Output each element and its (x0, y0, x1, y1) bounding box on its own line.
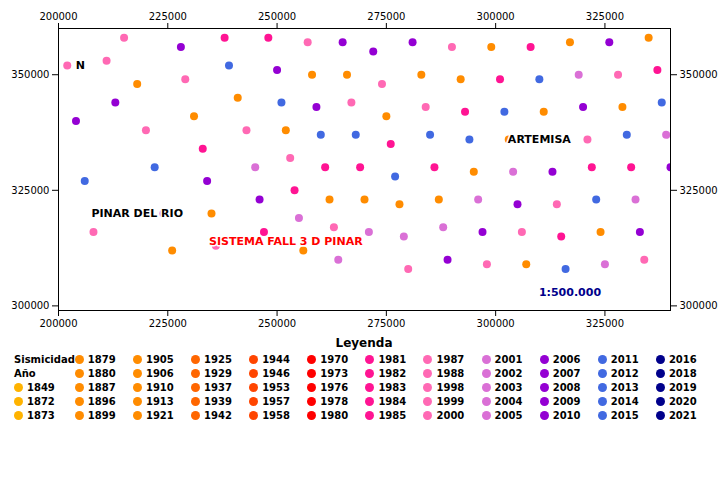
html-text:2009: 2009 (552, 396, 581, 407)
html-text:1937: 1937 (204, 382, 232, 393)
html-text:2016: 2016 (668, 354, 697, 365)
html-text:2001: 2001 (494, 354, 523, 365)
html-text:Leyenda: Leyenda (335, 336, 393, 350)
html-text:2014: 2014 (610, 396, 639, 407)
html-text:1906: 1906 (146, 368, 174, 379)
html-text:1880: 1880 (87, 368, 116, 379)
html-text:1899: 1899 (87, 410, 116, 421)
svg-text:325000: 325000 (11, 185, 49, 196)
html-text:1929: 1929 (204, 368, 232, 379)
svg-text:250000: 250000 (258, 318, 296, 329)
html-text:1942: 1942 (204, 410, 232, 421)
html-text:1939: 1939 (204, 396, 232, 407)
html-text:Sismicidad: Sismicidad (14, 354, 75, 365)
svg-text:300000: 300000 (680, 300, 718, 311)
html-text:1970: 1970 (320, 354, 349, 365)
html-text:2002: 2002 (494, 368, 523, 379)
html-text:1946: 1946 (262, 368, 290, 379)
html-text:1957: 1957 (262, 396, 290, 407)
html-text:1958: 1958 (262, 410, 290, 421)
html-text:1999: 1999 (436, 396, 465, 407)
html-text:1910: 1910 (146, 382, 174, 393)
html-text:1985: 1985 (378, 410, 407, 421)
svg-text:300000: 300000 (477, 318, 515, 329)
svg-text:300000: 300000 (11, 300, 49, 311)
html-text:1987: 1987 (436, 354, 465, 365)
html-text:1849: 1849 (27, 382, 55, 393)
svg-text:225000: 225000 (149, 318, 187, 329)
html-text:2000: 2000 (436, 410, 465, 421)
html-text:1944: 1944 (262, 354, 290, 365)
html-text:2005: 2005 (494, 410, 523, 421)
html-text:2004: 2004 (494, 396, 523, 407)
svg-text:325000: 325000 (680, 185, 718, 196)
svg-text:325000: 325000 (586, 11, 624, 22)
svg-text:225000: 225000 (149, 11, 187, 22)
html-text:2012: 2012 (610, 368, 639, 379)
html-text:1925: 1925 (204, 354, 232, 365)
html-text:1983: 1983 (378, 382, 407, 393)
svg-text:ARTEMISA: ARTEMISA (508, 133, 571, 146)
html-text:1921: 1921 (146, 410, 174, 421)
svg-text:N: N (76, 59, 85, 72)
svg-text:1:500.000: 1:500.000 (539, 286, 602, 299)
svg-text:SISTEMA FALL 3 D PINAR: SISTEMA FALL 3 D PINAR (209, 235, 363, 248)
html-text:2007: 2007 (552, 368, 581, 379)
html-text:1973: 1973 (320, 368, 349, 379)
html-text:Año: Año (14, 368, 36, 379)
html-text:2011: 2011 (610, 354, 639, 365)
svg-text:325000: 325000 (586, 318, 624, 329)
html-text:1905: 1905 (146, 354, 174, 365)
svg-text:300000: 300000 (477, 11, 515, 22)
html-text:1887: 1887 (87, 382, 116, 393)
html-text:1953: 1953 (262, 382, 290, 393)
html-text:1982: 1982 (378, 368, 407, 379)
svg-text:200000: 200000 (39, 318, 77, 329)
html-text:1981: 1981 (378, 354, 407, 365)
html-text:1913: 1913 (146, 396, 174, 407)
svg-text:350000: 350000 (680, 69, 718, 80)
svg-text:250000: 250000 (258, 11, 296, 22)
html-text:1896: 1896 (87, 396, 116, 407)
html-text:1998: 1998 (436, 382, 465, 393)
html-text:2019: 2019 (668, 382, 697, 393)
svg-text:PINAR DEL RIO: PINAR DEL RIO (91, 207, 183, 220)
html-text:1988: 1988 (436, 368, 465, 379)
svg-text:275000: 275000 (367, 318, 405, 329)
html-text:1976: 1976 (320, 382, 349, 393)
svg-text:275000: 275000 (367, 11, 405, 22)
html-text:2006: 2006 (552, 354, 581, 365)
html-text:1978: 1978 (320, 396, 349, 407)
svg-text:200000: 200000 (39, 11, 77, 22)
html-text:2015: 2015 (610, 410, 639, 421)
html-text:2003: 2003 (494, 382, 523, 393)
html-text:1872: 1872 (27, 396, 55, 407)
svg-text:350000: 350000 (11, 69, 49, 80)
html-text:2010: 2010 (552, 410, 581, 421)
html-text:1873: 1873 (27, 410, 55, 421)
html-text:2018: 2018 (668, 368, 697, 379)
html-text:2013: 2013 (610, 382, 639, 393)
html-text:2008: 2008 (552, 382, 581, 393)
html-text:2021: 2021 (668, 410, 697, 421)
html-text:1980: 1980 (320, 410, 349, 421)
html-text:1984: 1984 (378, 396, 407, 407)
html-text:2020: 2020 (668, 396, 697, 407)
html-text:1879: 1879 (87, 354, 116, 365)
